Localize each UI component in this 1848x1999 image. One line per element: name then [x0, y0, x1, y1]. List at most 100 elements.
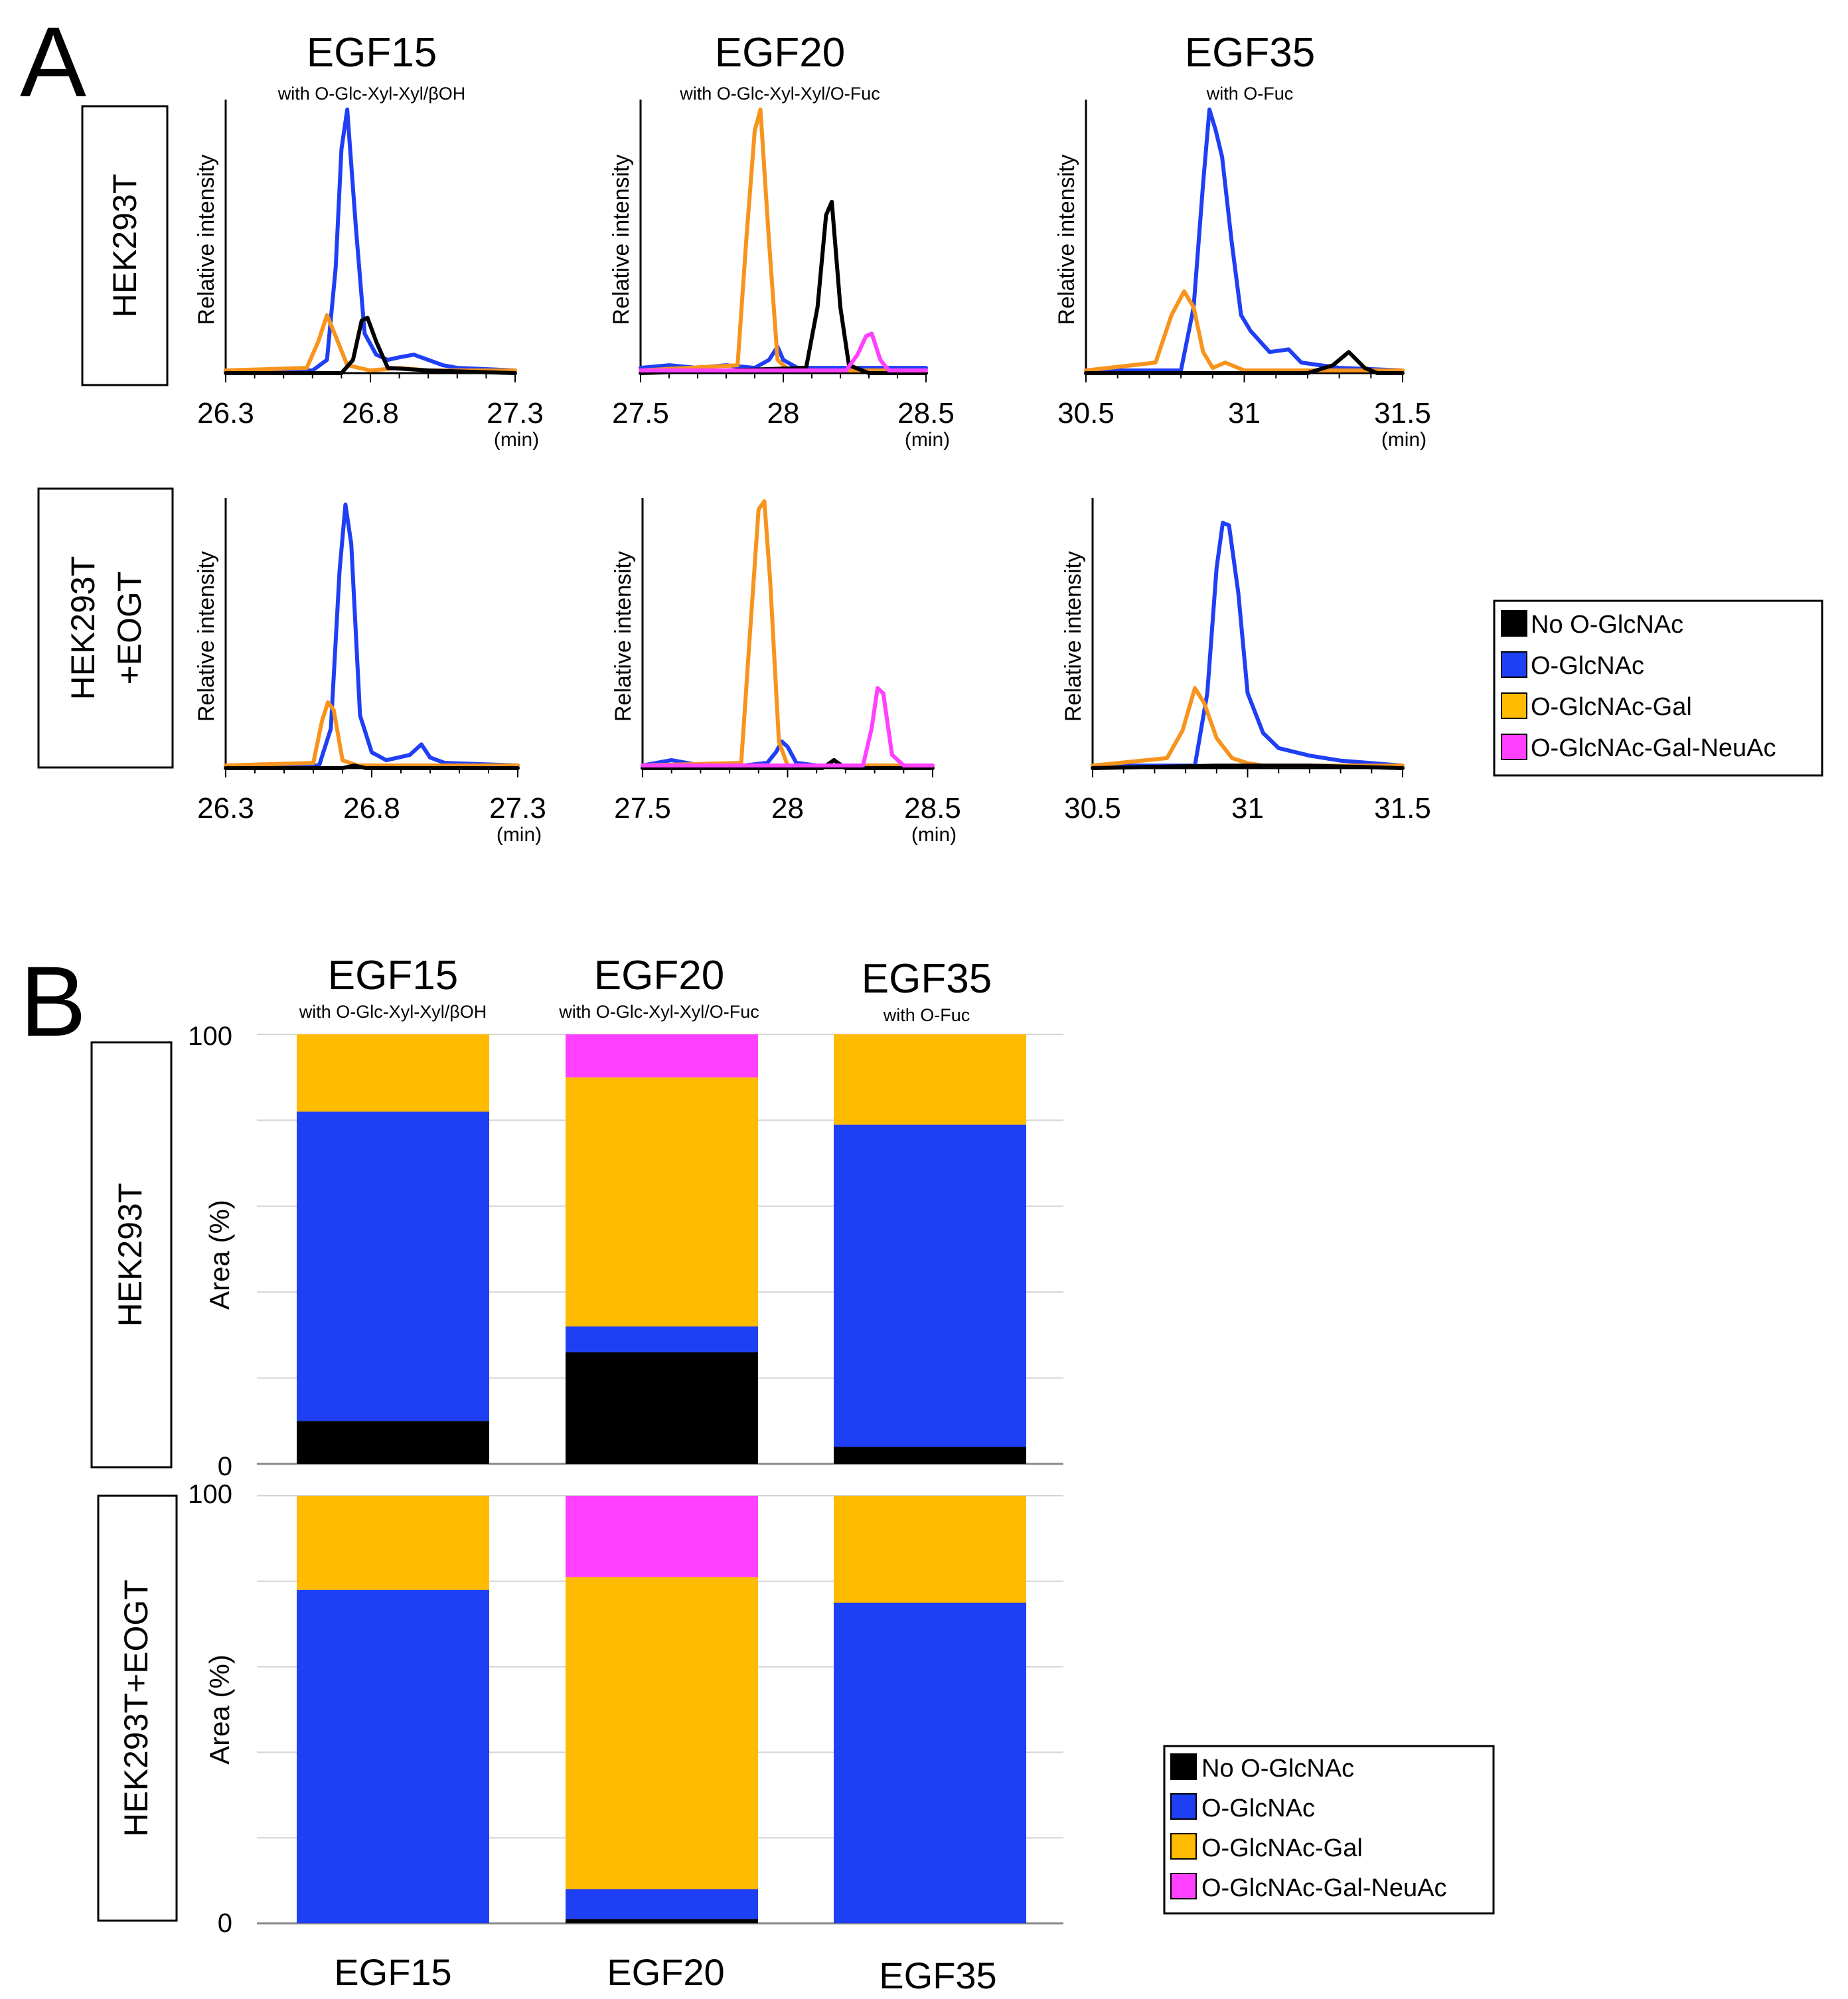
a-r2-c3-series-o-glcnac-gal — [1091, 686, 1405, 768]
chromatogram-eogt-egf15: Relative intensity 26.3 26.8 27.3(min) — [194, 498, 546, 846]
a-row-label-hek293t-eogt-line2: +EOGT — [111, 572, 148, 685]
a-r1-c1-series-no-o-glcnac — [224, 315, 517, 375]
a-r1-c3-series-o-glcnac — [1084, 108, 1405, 372]
b-col-subtitle-egf20: with O-Glc-Xyl-Xyl/O-Fuc — [558, 1002, 759, 1022]
legend-b-swatch-oglcnac — [1170, 1793, 1197, 1820]
a-r1-c1-xtick-27-3: 27.3 — [487, 397, 544, 430]
legend-a-frame — [1493, 600, 1823, 777]
a-col-subtitle-egf15: with O-Glc-Xyl-Xyl/βOH — [277, 84, 466, 104]
a-r2-c2-xtick-27-5: 27.5 — [614, 792, 671, 825]
legend-b-frame — [1163, 1745, 1495, 1915]
a-r1-c3-series-no-o-glcnac — [1084, 350, 1405, 375]
b-hek293t-bar-egf20-no-o-glcnac — [566, 1352, 758, 1464]
a-r2-c3-xtick-31-5: 31.5 — [1374, 792, 1431, 825]
a-r1-c2-ylabel: Relative intensity — [609, 154, 634, 325]
a-row-label-hek293t-eogt-line1: HEK293T — [64, 556, 102, 700]
a-r1-c3-xtick-31-5: 31.5 — [1374, 397, 1431, 430]
stacked-bars-hek293t — [257, 1034, 1063, 1465]
legend-a-label-oglcnac-gal: O-GlcNAc-Gal — [1531, 693, 1692, 721]
b-hek293t-bar-egf35-o-glcnac-gal — [834, 1034, 1026, 1125]
a-col-title-egf35: EGF35 — [1185, 30, 1315, 76]
b-col-subtitle-egf15: with O-Glc-Xyl-Xyl/βOH — [299, 1002, 487, 1022]
b-ytick-0-row2: 0 — [218, 1909, 232, 1938]
a-r1-c2-series-o-glcnac-gal-neuac — [639, 331, 928, 372]
a-r2-c2-ylabel: Relative intensity — [611, 551, 636, 722]
chromatogram-hek293t-egf35: Relative intensity 30.5 31 31.5(min) — [1054, 100, 1431, 451]
a-col-title-egf20: EGF20 — [715, 30, 845, 76]
a-r1-c1-ylabel: Relative intensity — [194, 154, 219, 325]
a-r2-c3-xtick-31: 31 — [1231, 792, 1264, 825]
a-r1-c2-xunit: (min) — [905, 429, 950, 451]
panel-letter-a: A — [20, 6, 86, 118]
a-r1-c2-series-o-glcnac-gal — [639, 108, 928, 372]
a-r2-c2-xtick-28-5: 28.5 — [904, 792, 961, 825]
b-xlabel-egf15: EGF15 — [334, 1951, 451, 1993]
legend-b-label-oglcnac: O-GlcNAc — [1201, 1795, 1315, 1822]
b-hek293t-eogt-bar-egf15-o-glcnac — [297, 1589, 489, 1923]
a-r1-c2-series-no-o-glcnac — [639, 199, 928, 375]
b-hek293t-eogt-bar-egf20-o-glcnac-gal-neuac — [566, 1496, 758, 1577]
a-r2-c2-series-no-o-glcnac — [641, 758, 935, 770]
a-col-title-egf15: EGF15 — [307, 30, 437, 76]
a-col-subtitle-egf20: with O-Glc-Xyl-Xyl/O-Fuc — [679, 84, 880, 104]
b-col-title-egf15: EGF15 — [328, 953, 458, 999]
a-r2-c1-series-no-o-glcnac — [224, 763, 520, 770]
legend-a-label-no-oglcnac: No O-GlcNAc — [1531, 611, 1683, 639]
legend-a-swatch-oglcnac-gal-neuac — [1501, 734, 1527, 760]
a-r1-c3-xtick-31: 31 — [1228, 397, 1261, 430]
a-r2-c2-series-o-glcnac-gal-neuac — [641, 686, 935, 767]
chromatogram-hek293t-egf20: Relative intensity 27.5 28 28.5(min) — [609, 100, 955, 451]
a-r1-c2-xtick-28-5: 28.5 — [897, 397, 955, 430]
legend-a: No O-GlcNAc O-GlcNAc O-GlcNAc-Gal O-GlcN… — [1493, 600, 1823, 777]
a-r1-c1-series-o-glcnac — [224, 108, 517, 372]
a-r2-c2-xunit: (min) — [911, 824, 957, 846]
b-ytick-100-row2: 100 — [188, 1480, 232, 1509]
b-hek293t-bar-egf20-o-glcnac-gal-neuac — [566, 1034, 758, 1078]
a-r2-c1-ylabel: Relative intensity — [194, 551, 219, 722]
legend-a-swatch-no-oglcnac — [1501, 610, 1527, 637]
a-r1-c2-xtick-27-5: 27.5 — [612, 397, 669, 430]
legend-b-label-oglcnac-gal-neuac: O-GlcNAc-Gal-NeuAc — [1201, 1874, 1447, 1902]
b-hek293t-bar-egf35-no-o-glcnac — [834, 1447, 1026, 1464]
a-r2-c1-xunit: (min) — [497, 824, 542, 846]
legend-a-label-oglcnac-gal-neuac: O-GlcNAc-Gal-NeuAc — [1531, 734, 1776, 762]
b-hek293t-bar-egf20-o-glcnac — [566, 1326, 758, 1352]
a-r2-c1-series-o-glcnac — [224, 503, 520, 767]
a-r2-c2-series-o-glcnac-gal — [641, 499, 935, 767]
b-ytick-100-row1: 100 — [188, 1022, 232, 1051]
a-r2-c2-xtick-28: 28 — [771, 792, 804, 825]
b-row-label-hek293t: HEK293T — [112, 1183, 149, 1327]
b-hek293t-bar-egf20-o-glcnac-gal — [566, 1077, 758, 1326]
legend-b-swatch-no-oglcnac — [1170, 1753, 1197, 1780]
a-r1-c3-series-o-glcnac-gal — [1084, 289, 1405, 372]
legend-a-label-oglcnac: O-GlcNAc — [1531, 652, 1644, 680]
chromatogram-hek293t-egf15: Relative intensity 26.3 26.8 27.3(min) — [194, 100, 544, 451]
b-hek293t-bar-egf15-no-o-glcnac — [297, 1421, 489, 1464]
a-r2-c3-ylabel: Relative intensity — [1061, 551, 1086, 722]
a-row-label-hek293t: HEK293T — [106, 174, 143, 318]
legend-a-swatch-oglcnac — [1501, 651, 1527, 678]
b-xlabel-egf20: EGF20 — [607, 1951, 724, 1993]
a-r1-c1-xtick-26-8: 26.8 — [342, 397, 399, 430]
a-r2-c3-series-o-glcnac — [1091, 520, 1405, 768]
a-r2-c1-series-o-glcnac-gal — [224, 700, 520, 767]
a-col-subtitle-egf35: with O-Fuc — [1206, 84, 1294, 104]
a-r1-c3-ylabel: Relative intensity — [1054, 154, 1079, 325]
b-xlabel-egf35: EGF35 — [879, 1955, 996, 1996]
a-r2-c1-xtick-26-3: 26.3 — [197, 792, 254, 825]
b-hek293t-eogt-bar-egf35-o-glcnac-gal — [834, 1496, 1026, 1603]
legend-b-label-oglcnac-gal: O-GlcNAc-Gal — [1201, 1834, 1363, 1862]
legend-b: No O-GlcNAc O-GlcNAc O-GlcNAc-Gal O-GlcN… — [1163, 1745, 1495, 1915]
b-hek293t-eogt-bar-egf20-o-glcnac — [566, 1889, 758, 1919]
legend-b-swatch-oglcnac-gal — [1170, 1833, 1197, 1860]
legend-b-label-no-oglcnac: No O-GlcNAc — [1201, 1755, 1354, 1783]
b-col-title-egf35: EGF35 — [862, 956, 992, 1002]
b-hek293t-eogt-bar-egf20-o-glcnac-gal — [566, 1577, 758, 1889]
panel-letter-b: B — [20, 945, 86, 1057]
b-ylabel-row1: Area (%) — [204, 1200, 235, 1310]
a-r1-c1-xunit: (min) — [494, 429, 539, 451]
b-ylabel-row2: Area (%) — [204, 1654, 235, 1765]
a-row-label-box-2 — [37, 487, 174, 769]
a-r2-c1-xtick-27-3: 27.3 — [489, 792, 546, 825]
